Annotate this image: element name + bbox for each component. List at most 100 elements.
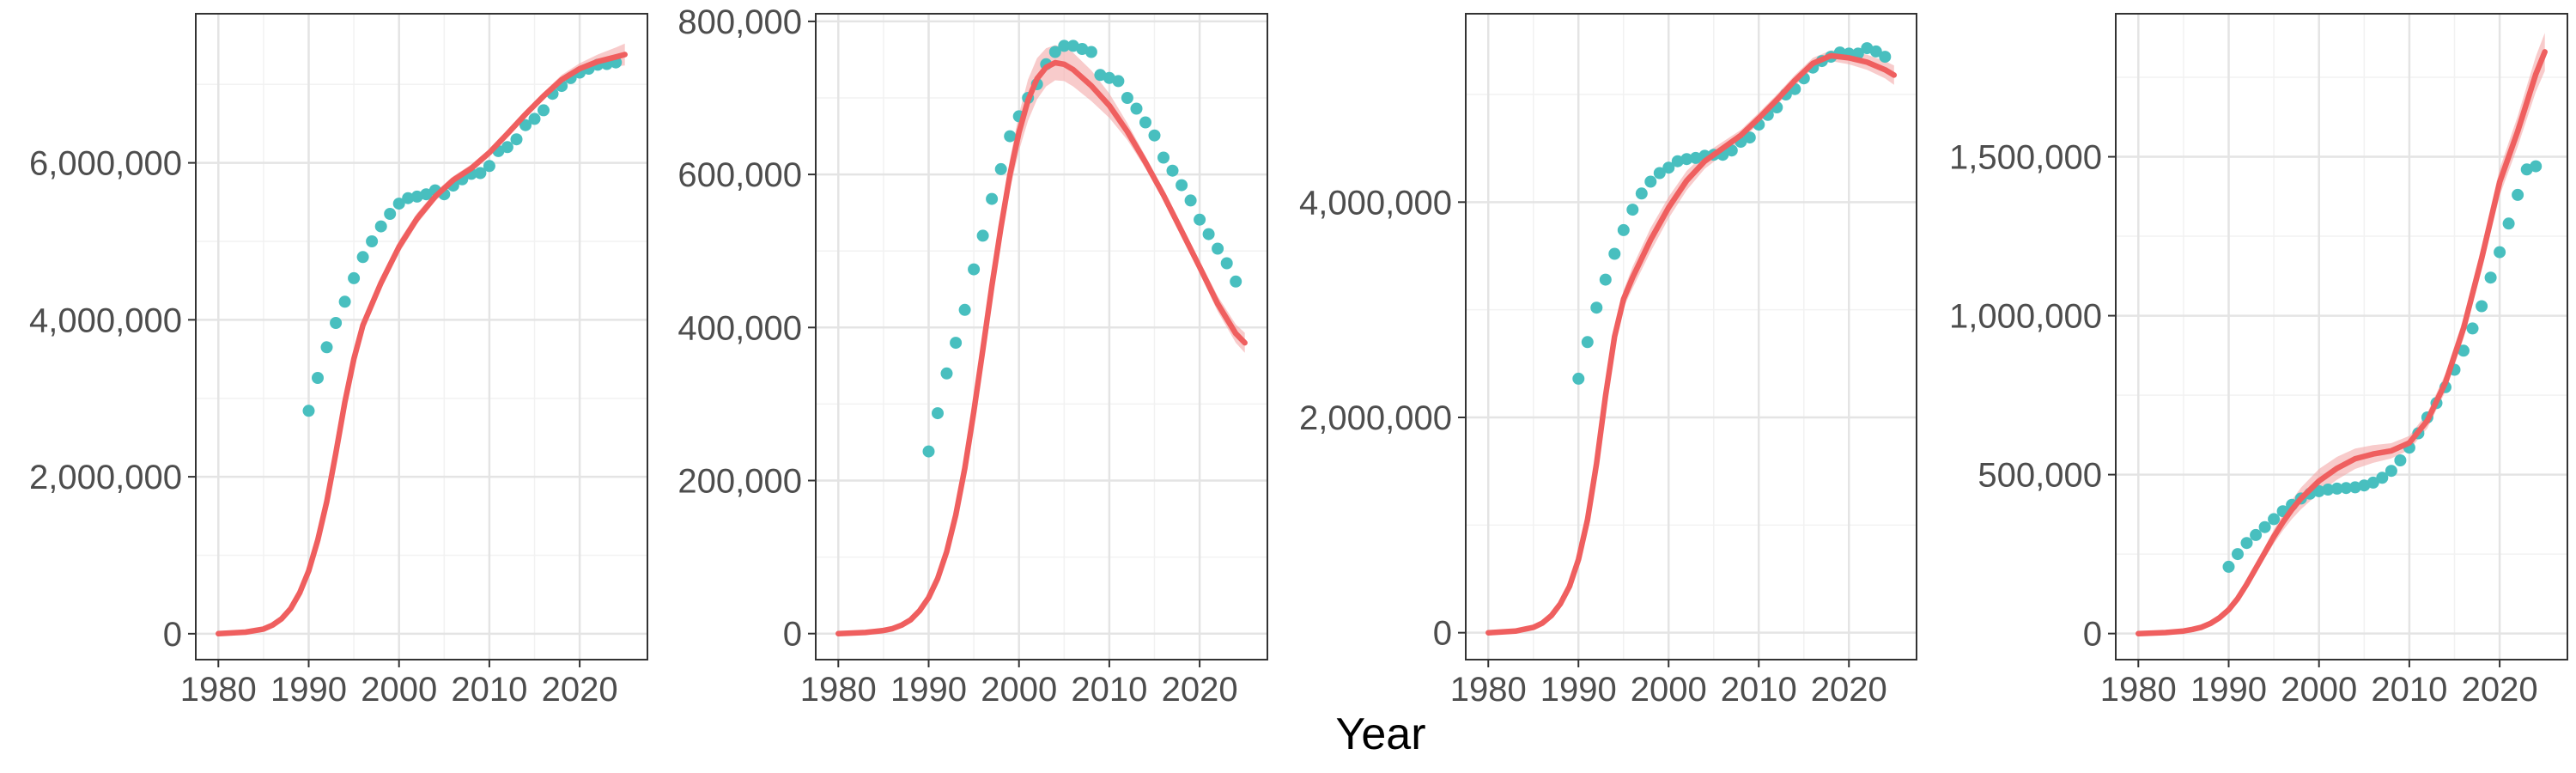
panel-border (1465, 13, 1917, 660)
data-point (474, 167, 487, 180)
data-point (420, 188, 433, 201)
data-point (2494, 246, 2506, 259)
data-point (2330, 482, 2343, 495)
data-point (528, 113, 541, 125)
data-point (302, 405, 315, 417)
y-tick-label: 800,000 (677, 3, 802, 41)
fitted-line (835, 59, 1248, 636)
x-tick-label: 1990 (890, 671, 967, 709)
data-point (968, 263, 981, 276)
y-tick-label: 1,500,000 (1949, 139, 2102, 177)
data-point (1653, 167, 1666, 180)
data-point (2376, 472, 2389, 484)
data-point (519, 119, 532, 131)
chart-panels: 1980 1990 2000 2010 2020 0 2,000,000 4,000,000 6… (29, 3, 2568, 709)
data-point (1590, 301, 1603, 314)
data-point (483, 160, 495, 173)
data-point (922, 445, 935, 458)
x-tick-label: 2010 (1071, 671, 1147, 709)
data-point (1212, 242, 1224, 255)
fitted-line (1485, 52, 1898, 636)
x-tick-label: 1980 (2100, 671, 2177, 709)
y-tick-label: 600,000 (677, 156, 802, 194)
data-point (374, 220, 387, 233)
data-point (2340, 482, 2353, 495)
data-point (976, 229, 989, 242)
data-point (2458, 344, 2470, 357)
data-point (1644, 175, 1657, 188)
y-tick-label: 1,000,000 (1949, 298, 2102, 336)
panel-background (816, 14, 1267, 660)
x-tick-label: 2020 (1162, 671, 1238, 709)
data-point (2366, 476, 2379, 489)
data-point (1617, 223, 1630, 236)
y-tick-label: 200,000 (677, 463, 802, 501)
data-point (2466, 322, 2479, 335)
data-point (501, 141, 513, 154)
data-point (2232, 548, 2244, 561)
data-point (320, 341, 333, 354)
x-tick-label: 1980 (1450, 671, 1527, 709)
x-tick-label: 2000 (2281, 671, 2357, 709)
data-point (1608, 247, 1621, 260)
data-point (1130, 102, 1143, 115)
x-tick-label: 2000 (361, 671, 437, 709)
data-point (1121, 92, 1133, 104)
data-point (932, 407, 944, 420)
data-point (338, 295, 351, 308)
data-point (1581, 336, 1594, 349)
data-point (2312, 484, 2325, 497)
data-point (2268, 513, 2281, 526)
data-point (1148, 129, 1161, 142)
panel-background (1466, 14, 1917, 660)
y-tick-label: 6,000,000 (29, 145, 182, 183)
data-point (1879, 51, 1892, 64)
x-tick-label: 1990 (1540, 671, 1617, 709)
data-point (2348, 481, 2361, 494)
data-point (1184, 194, 1197, 207)
x-tick-label: 2010 (2371, 671, 2447, 709)
data-point (1572, 372, 1585, 385)
data-point (1139, 116, 1151, 129)
chart-panel-2: 1980 1990 2000 2010 2020 0 200,000 400,000 600,0… (677, 3, 1268, 709)
data-point (1048, 46, 1061, 58)
panel-background (2116, 14, 2567, 660)
data-point (2222, 560, 2235, 573)
data-point (410, 190, 423, 203)
y-tick-label: 0 (1433, 615, 1452, 653)
data-point (1635, 187, 1648, 200)
data-point (538, 104, 550, 117)
x-tick-label: 1980 (800, 671, 877, 709)
data-point (1004, 130, 1017, 143)
data-point (402, 192, 415, 204)
x-tick-label: 2020 (542, 671, 618, 709)
y-tick-label: 4,000,000 (1299, 184, 1452, 222)
data-point (1662, 161, 1675, 174)
data-point (2394, 454, 2407, 466)
data-point (2358, 479, 2371, 492)
data-point (330, 317, 343, 329)
panel-border (195, 13, 648, 660)
data-point (2258, 520, 2271, 533)
data-point (994, 162, 1007, 175)
data-point (2484, 271, 2497, 284)
fitted-line (2136, 49, 2548, 636)
data-point (1112, 75, 1125, 88)
panel-border (815, 13, 1268, 660)
x-tick-label: 1990 (2190, 671, 2267, 709)
data-point (1680, 153, 1693, 166)
data-point (392, 198, 405, 210)
x-tick-label: 1980 (180, 671, 257, 709)
data-point (1157, 151, 1170, 164)
y-tick-label: 500,000 (1978, 457, 2102, 495)
data-point (1743, 131, 1756, 144)
x-tick-label: 2000 (1631, 671, 1707, 709)
data-point (348, 271, 361, 284)
data-point (1671, 155, 1684, 167)
panel-background (196, 14, 647, 660)
data-point (2385, 465, 2397, 478)
data-point (2512, 188, 2524, 201)
data-point (2240, 537, 2253, 550)
y-tick-label: 0 (783, 616, 802, 654)
data-point (2502, 217, 2515, 230)
